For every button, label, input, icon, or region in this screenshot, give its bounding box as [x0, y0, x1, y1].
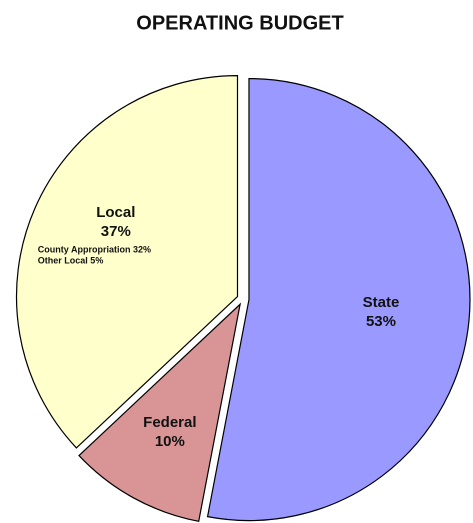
slice-annotation: Other Local 5%: [38, 255, 104, 265]
slice-label: Federal: [143, 414, 196, 431]
slice-label: State: [363, 294, 400, 311]
slice-value-label: 37%: [101, 223, 131, 240]
pie-slice: [206, 77, 471, 522]
pie-slice: [15, 75, 239, 449]
slice-value-label: 53%: [366, 313, 396, 330]
slice-value-label: 10%: [155, 433, 185, 450]
slice-annotation: County Appropriation 32%: [38, 244, 151, 254]
chart-title: OPERATING BUDGET: [136, 12, 343, 34]
slice-label: Local: [96, 204, 135, 221]
pie-slice: [78, 302, 242, 523]
